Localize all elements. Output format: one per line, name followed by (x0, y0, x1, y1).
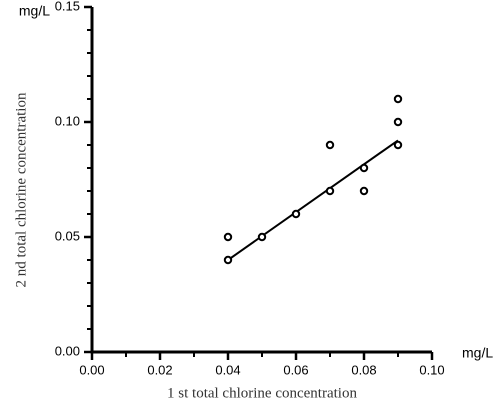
point (393, 117, 403, 127)
point (359, 186, 369, 196)
y-tick-label: 0.00 (55, 343, 80, 358)
x-tick-label: 0.00 (79, 362, 104, 377)
x-axis-label: 1 st total chlorine concentration (167, 385, 357, 401)
x-unit: mg/L (462, 345, 493, 361)
point (325, 186, 335, 196)
x-tick-label: 0.08 (351, 362, 376, 377)
x-tick-label: 0.06 (283, 362, 308, 377)
y-tick-label: 0.10 (55, 113, 80, 128)
x-tick-label: 0.02 (147, 362, 172, 377)
point (291, 209, 301, 219)
point (257, 232, 267, 242)
y-axis-label: 2 nd total chlorine concentration (13, 92, 29, 287)
point (359, 163, 369, 173)
point (325, 140, 335, 150)
x-tick-label: 0.10 (419, 362, 444, 377)
x-tick-label: 0.04 (215, 362, 240, 377)
point (393, 94, 403, 104)
y-tick-label: 0.05 (55, 228, 80, 243)
y-unit: mg/L (19, 3, 50, 19)
point (223, 255, 233, 265)
y-tick-label: 0.15 (55, 0, 80, 13)
fit-line (227, 139, 399, 261)
point (223, 232, 233, 242)
point (393, 140, 403, 150)
